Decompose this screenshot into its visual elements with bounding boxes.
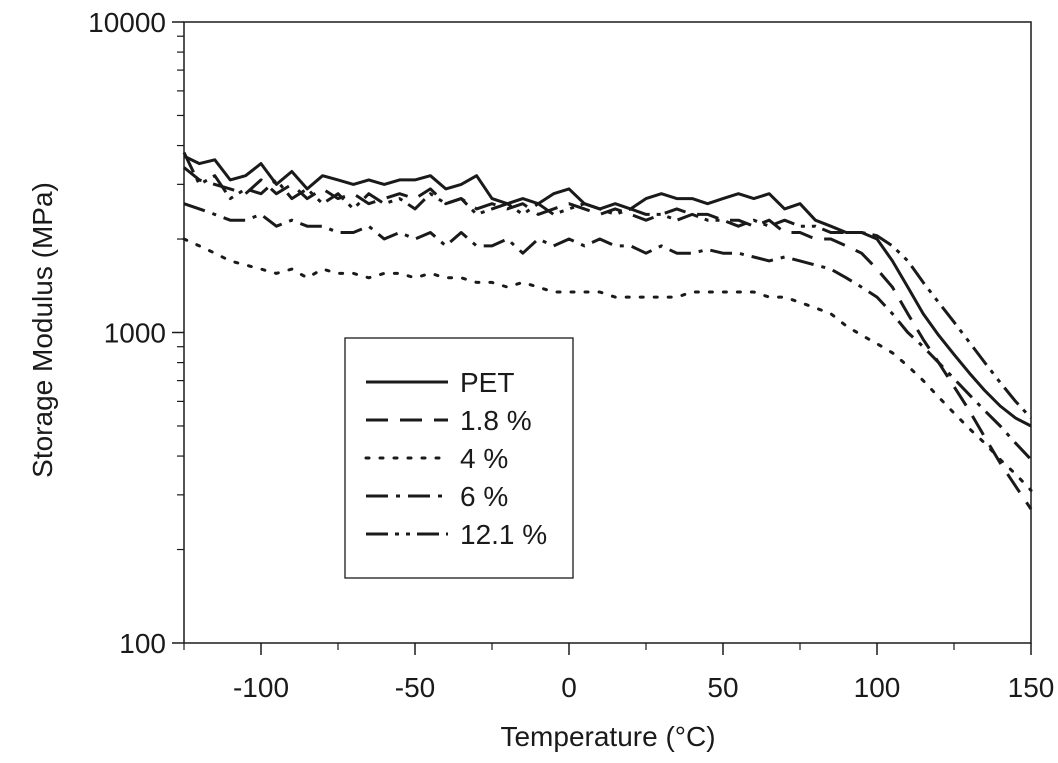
legend-label-pet: PET	[460, 367, 514, 398]
x-tick-label: 150	[1008, 672, 1055, 703]
legend-label-12-1: 12.1 %	[460, 519, 547, 550]
x-tick-labels: -100 -50 0 50 100 150	[233, 672, 1054, 703]
y-tick-label: 100	[119, 628, 166, 659]
x-tick-label: 100	[854, 672, 901, 703]
axis-ticks	[172, 21, 1032, 655]
series-line-4	[182, 237, 1033, 492]
legend-label-6: 6 %	[460, 481, 508, 512]
series-line-12-1	[182, 151, 1033, 420]
series-line-1-8	[183, 166, 1033, 510]
y-tick-label: 10000	[88, 7, 166, 38]
x-axis-label: Temperature (°C)	[500, 721, 715, 752]
y-axis-label: Storage Modulus (MPa)	[27, 182, 58, 478]
x-tick-label: -100	[233, 672, 289, 703]
x-tick-label: 50	[707, 672, 738, 703]
legend: PET 1.8 % 4 % 6 % 12.1 %	[344, 337, 574, 579]
legend-label-1-8: 1.8 %	[460, 405, 532, 436]
legend-entries: PET 1.8 % 4 % 6 % 12.1 %	[364, 367, 547, 550]
legend-label-4: 4 %	[460, 443, 508, 474]
plot-series	[182, 151, 1033, 510]
series-line-6	[183, 202, 1033, 461]
y-tick-labels: 100 1000 10000	[88, 7, 166, 659]
y-tick-label: 1000	[104, 318, 166, 349]
x-tick-label: -50	[395, 672, 435, 703]
x-tick-label: 0	[561, 672, 577, 703]
series-line-pet	[183, 154, 1032, 428]
